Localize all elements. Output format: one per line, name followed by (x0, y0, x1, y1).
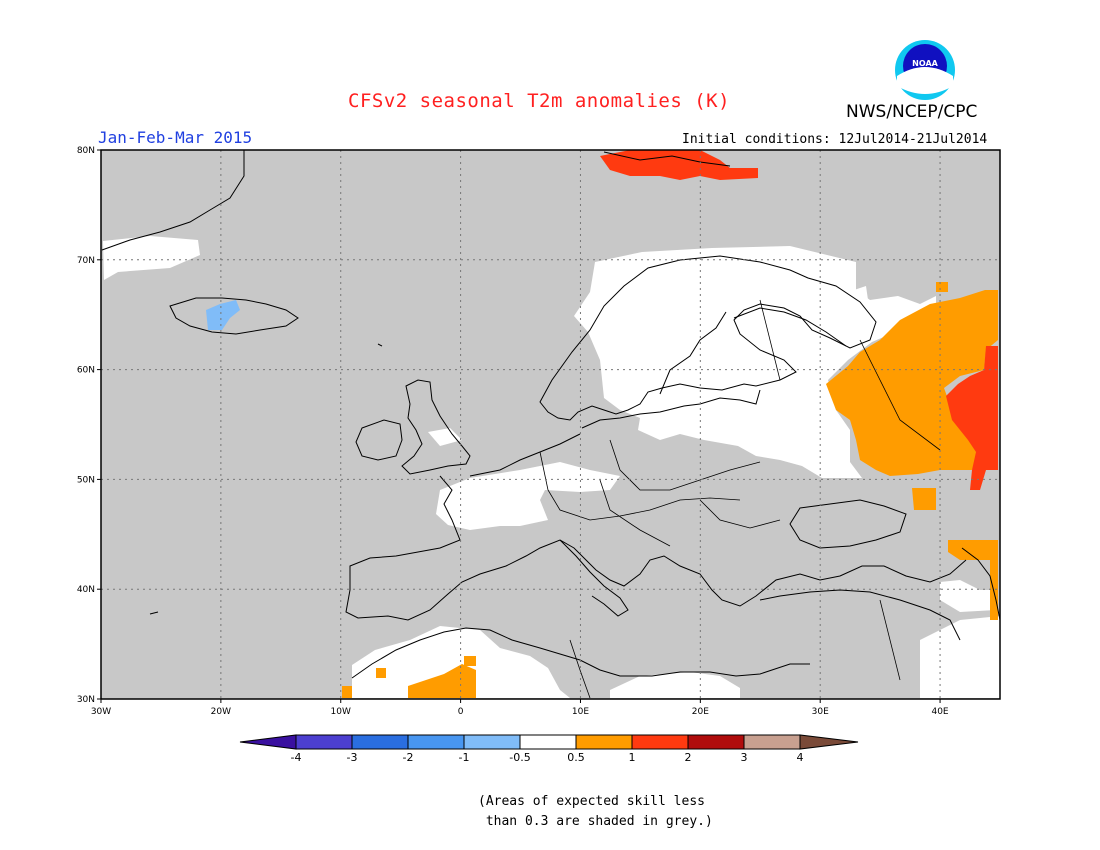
lat-tick-label: 30N (77, 695, 95, 705)
lon-tick-label: 10W (331, 707, 351, 717)
colorbar: -4 -3 -2 -1 -0.5 0.5 1 2 3 4 (239, 734, 859, 764)
skill-note-line2: than 0.3 are shaded in grey.) (478, 814, 713, 829)
colorbar-arrow-right (799, 734, 859, 750)
colorbar-segment (575, 734, 633, 750)
colorbar-label: -3 (347, 751, 358, 764)
lon-tick-label: 40E (931, 707, 948, 717)
colorbar-label: -0.5 (509, 751, 530, 764)
colorbar-label: 4 (797, 751, 804, 764)
lon-tick-label: 0 (458, 707, 464, 717)
colorbar-label: 1 (629, 751, 636, 764)
gridlines (101, 150, 1000, 699)
lat-tick-label: 80N (77, 146, 95, 156)
lat-tick-label: 50N (77, 475, 95, 485)
noaa-logo-text: NOAA (912, 59, 938, 68)
lon-tick-label: 30W (91, 707, 111, 717)
colorbar-label: -2 (403, 751, 414, 764)
agency-label: NWS/NCEP/CPC (846, 102, 978, 122)
colorbar-segment (463, 734, 521, 750)
colorbar-arrow-left (239, 734, 297, 750)
colorbar-segment (295, 734, 353, 750)
map-title: CFSv2 seasonal T2m anomalies (K) (348, 90, 731, 112)
colorbar-segment (351, 734, 409, 750)
colorbar-label: 3 (741, 751, 748, 764)
noaa-logo: NOAA (895, 40, 955, 100)
lat-tick-label: 60N (77, 366, 95, 376)
colorbar-segment (519, 734, 577, 750)
colorbar-label: -1 (459, 751, 470, 764)
skill-note-line1: (Areas of expected skill less (478, 794, 705, 809)
initial-conditions-label: Initial conditions: 12Jul2014-21Jul2014 (682, 132, 988, 147)
lat-tick-label: 70N (77, 256, 95, 266)
colorbar-segment (743, 734, 801, 750)
colorbar-label: 0.5 (567, 751, 585, 764)
colorbar-segment (631, 734, 689, 750)
colorbar-segment (407, 734, 465, 750)
map-background (101, 150, 1000, 699)
cool-anomaly-regions (206, 300, 240, 330)
map-frame (100, 149, 1001, 700)
lon-tick-label: 10E (572, 707, 589, 717)
colorbar-segment (687, 734, 745, 750)
season-label: Jan-Feb-Mar 2015 (98, 128, 253, 147)
colorbar-label: 2 (685, 751, 692, 764)
lat-tick-label: 40N (77, 585, 95, 595)
latitude-ticks: 30N 40N 50N 60N 70N 80N (77, 146, 101, 705)
skill-note: (Areas of expected skill less than 0.3 a… (478, 792, 713, 832)
hot-anomaly-regions (600, 150, 998, 490)
warm-anomaly-regions (342, 282, 998, 698)
lon-tick-label: 30E (812, 707, 829, 717)
colorbar-label: -4 (291, 751, 302, 764)
longitude-ticks: 30W 20W 10W 0 10E 20E 30E 40E (91, 699, 949, 717)
lon-tick-label: 20W (211, 707, 231, 717)
lon-tick-label: 20E (692, 707, 709, 717)
